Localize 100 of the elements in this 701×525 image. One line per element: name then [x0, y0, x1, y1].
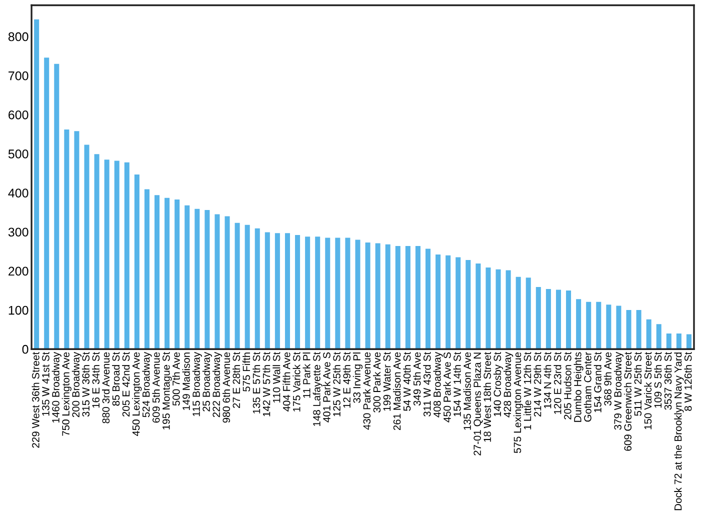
bar [375, 243, 380, 350]
x-tick-label: 349 5th Ave [413, 352, 421, 406]
bar [456, 257, 461, 350]
x-tick-label: 150 Varick Street [644, 352, 652, 430]
x-tick-label: 12 E 49th St [342, 352, 350, 408]
bar [516, 276, 521, 350]
y-tick-label: 800 [8, 32, 28, 42]
bar [536, 286, 541, 350]
x-tick-label: 110 Wall St [272, 352, 280, 403]
x-tick-label: 18 West 18th Street [483, 352, 491, 442]
x-tick-label: 575 Fifth [242, 352, 250, 392]
bar [676, 333, 682, 350]
bar [496, 269, 501, 350]
x-tick-label: 315 W 36th St [82, 352, 90, 417]
x-tick-label: 408 Broadway [433, 352, 443, 418]
x-tick-label: 149 Madison [182, 352, 190, 410]
bar [134, 174, 140, 350]
x-tick-label: 27-01 Queens Plaza N [473, 352, 483, 456]
x-tick-label: 229 West 36th Street [32, 352, 40, 448]
x-tick-label: 154 W 14th St [453, 352, 461, 416]
x-tick-label: 120 E 23rd St [554, 352, 562, 414]
bar [526, 278, 531, 350]
x-tick-label: Dumbo Heights [574, 352, 584, 422]
bar [446, 255, 451, 350]
x-tick-label: 115 Broadway [192, 352, 202, 416]
bar [305, 236, 310, 350]
x-tick-label: 16 E 34th St [92, 352, 100, 408]
bar [234, 222, 240, 350]
bar [576, 299, 582, 350]
bar [154, 195, 160, 350]
bar [295, 235, 300, 350]
bar [335, 238, 340, 350]
bar [646, 319, 652, 350]
bar [214, 214, 220, 350]
bar [656, 324, 662, 350]
bar [254, 228, 260, 350]
x-tick-label: 154 Grand St [594, 352, 602, 412]
x-tick-label: 222 Broadway [212, 352, 222, 418]
x-tick-label: 205 Hudson St [564, 352, 572, 420]
x-tick-label: 109 S 5th St [654, 352, 662, 408]
bar [164, 198, 170, 350]
x-tick-label: 880 3rd Avenue [102, 352, 110, 424]
x-tick-label: 300 Park Ave [373, 352, 381, 412]
x-tick-label: 261 Madison Ave [393, 352, 401, 430]
bar [315, 236, 320, 350]
bar [415, 246, 420, 350]
bar [244, 224, 250, 350]
bar [64, 130, 70, 350]
bar [586, 302, 592, 350]
bar [284, 233, 290, 350]
x-tick-label: 125 W 25th St [332, 352, 340, 416]
bar [34, 19, 40, 350]
bar [184, 205, 190, 350]
x-tick-label: 200 Broadway [72, 352, 82, 418]
x-tick-label: 135 Madison Ave [463, 352, 471, 430]
x-tick-label: 428 Broadway [504, 352, 514, 418]
x-tick-label: 430 Park Avenue [362, 352, 371, 430]
x-tick-label: 750 Lexington Ave [62, 352, 72, 436]
bar [385, 244, 390, 350]
bar [666, 333, 672, 350]
x-tick-label: 175 Varick St [292, 352, 300, 412]
y-tick-label: 600 [8, 110, 28, 120]
bar [264, 232, 270, 350]
x-tick-label: 27 E 28th St [232, 352, 240, 408]
bar [546, 288, 551, 350]
bar [506, 270, 511, 350]
bar [405, 246, 410, 350]
bar [436, 254, 441, 350]
x-tick-label: 140 Crosby St [493, 352, 504, 416]
bar [84, 144, 90, 350]
x-tick-label: 195 Montague St [162, 352, 172, 430]
bar [174, 199, 180, 350]
x-tick-label: 368 9th Ave [604, 352, 612, 406]
bar [194, 208, 200, 350]
x-tick-label: 25 Broadway [202, 352, 212, 412]
x-tick-label: 524 Broadway [142, 352, 152, 418]
x-tick-label: 609 Greenwich Street [624, 352, 632, 451]
x-tick-label: 609 5th Avenue [152, 352, 160, 423]
bar [686, 334, 692, 350]
x-tick-label: 135 E 57th St [252, 352, 260, 414]
bar [566, 290, 572, 350]
x-tick-label: 134 N 4th St [544, 352, 552, 408]
x-tick-label: 404 Fifth Ave [282, 352, 290, 412]
bar [606, 304, 612, 350]
x-tick-label: 148 Lafayette St [312, 352, 322, 426]
x-tick-label: 450 Park Ave S [443, 352, 451, 422]
x-tick-label: 33 Irving Pl [352, 352, 363, 403]
bar [94, 154, 100, 350]
x-tick-label: 1 Little W 12th St [524, 352, 532, 430]
bar [616, 306, 622, 350]
y-tick-label: 400 [8, 188, 28, 198]
bar [466, 260, 471, 350]
bar [426, 248, 431, 350]
x-tick-label: 401 Park Ave S [322, 352, 330, 422]
x-tick-label: 205 E 42nd St [122, 352, 130, 417]
y-tick-label: 700 [8, 71, 28, 80]
x-tick-label: 214 W 29th St [534, 352, 542, 417]
x-tick-label: 3537 36th St [664, 352, 672, 410]
x-tick-label: 379 W Broadway [614, 352, 624, 430]
bar [274, 233, 280, 350]
